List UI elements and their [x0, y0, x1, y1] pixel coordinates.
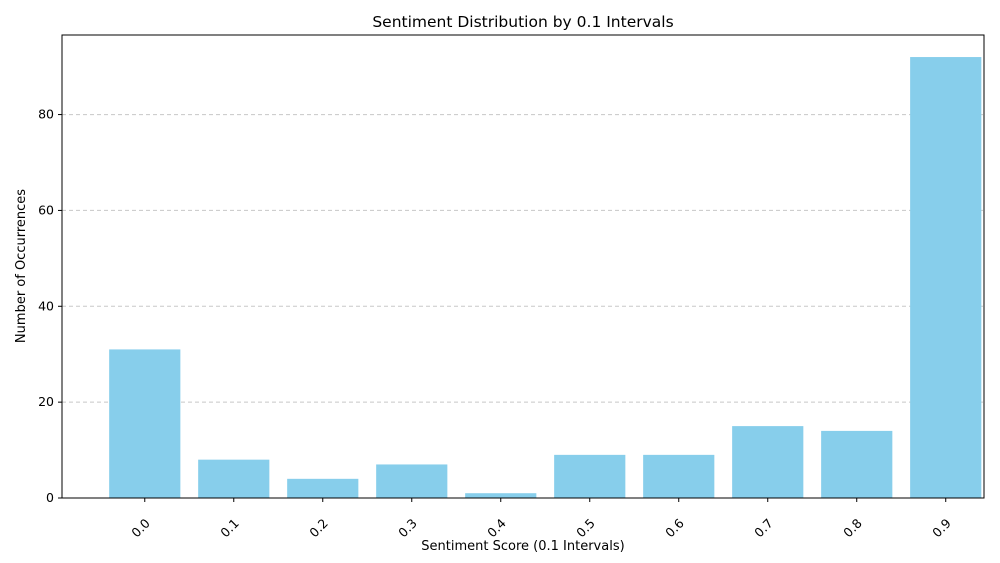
- y-axis-ticks: 0 20 40 60 80: [38, 107, 62, 505]
- x-tick-label: 0.3: [395, 516, 420, 541]
- x-tick-label: 0.9: [929, 515, 954, 540]
- x-tick-label: 0.8: [840, 515, 865, 540]
- bar-0.9: [910, 57, 982, 499]
- bar-0.3: [376, 464, 448, 498]
- bar-0.1: [198, 459, 270, 498]
- bars: [109, 57, 982, 499]
- bar-0.4: [465, 493, 537, 498]
- x-tick-label: 0.2: [306, 516, 331, 541]
- bar-0.2: [287, 478, 359, 498]
- y-axis-label: Number of Occurrences: [14, 189, 29, 343]
- x-tick-label: 0.1: [217, 516, 242, 541]
- y-tick-label: 40: [38, 298, 54, 313]
- x-axis-ticks: 0.0 0.1 0.2 0.3 0.4 0.5 0.6 0.7 0.8 0.9: [128, 498, 954, 540]
- x-tick-label: 0.7: [751, 516, 776, 541]
- x-tick-label: 0.0: [128, 515, 153, 540]
- y-tick-label: 80: [38, 107, 54, 122]
- x-tick-label: 0.5: [573, 516, 598, 541]
- bar-0.8: [821, 430, 893, 498]
- chart-title: Sentiment Distribution by 0.1 Intervals: [372, 13, 673, 31]
- bar-0.6: [643, 454, 715, 498]
- y-tick-label: 60: [38, 202, 54, 217]
- plot-frame: [61, 34, 985, 499]
- gridlines: [62, 114, 984, 403]
- bar-0.7: [732, 426, 804, 498]
- bar-0.5: [554, 454, 626, 498]
- bar-0.0: [109, 349, 181, 498]
- y-tick-label: 20: [38, 394, 54, 409]
- x-tick-label: 0.6: [662, 515, 687, 540]
- x-tick-label: 0.4: [484, 515, 509, 540]
- x-axis-label: Sentiment Score (0.1 Intervals): [421, 539, 624, 554]
- y-tick-label: 0: [46, 490, 54, 505]
